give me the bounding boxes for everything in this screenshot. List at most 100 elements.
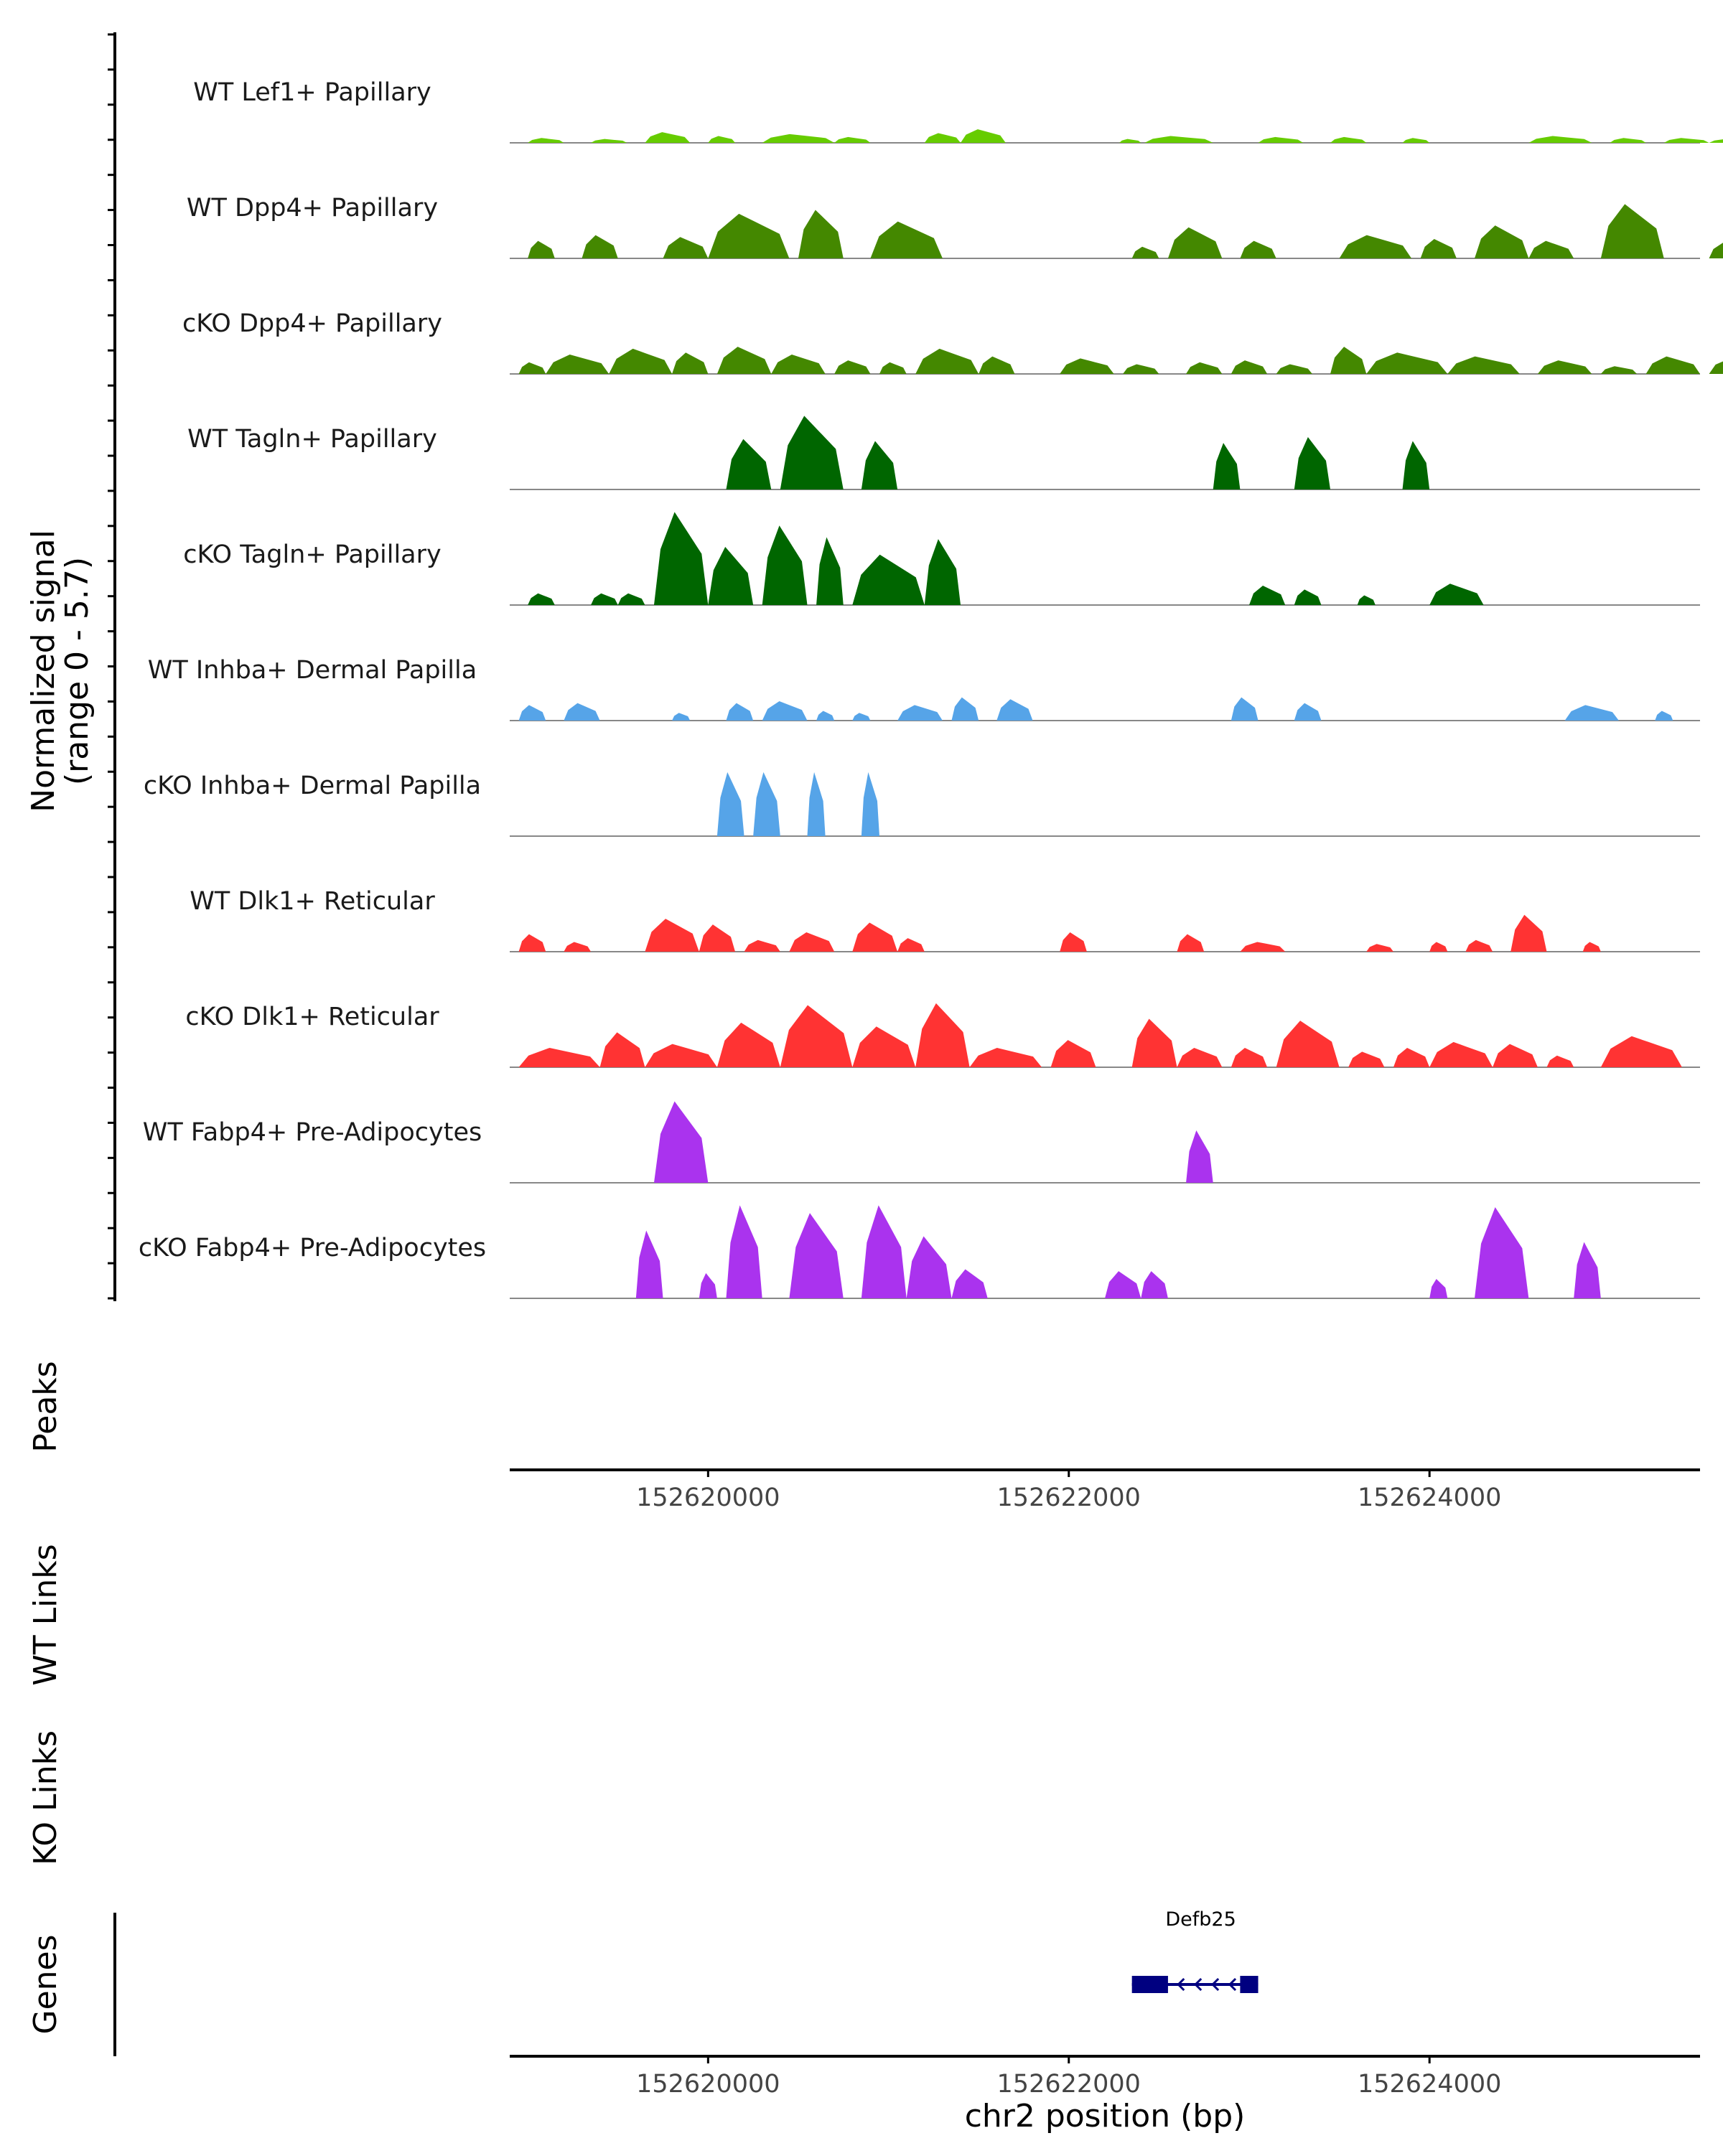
x-axis-label: chr2 position (bp) xyxy=(965,2098,1246,2134)
coverage-peak xyxy=(1645,356,1700,374)
track-4: WT Tagln+ Papillary xyxy=(187,416,1700,490)
coverage-peak xyxy=(672,713,691,721)
coverage-peak xyxy=(1294,437,1331,489)
coverage-peak xyxy=(798,210,844,258)
gene-name-label: Defb25 xyxy=(1165,1908,1236,1931)
coverage-peak xyxy=(1600,366,1638,374)
coverage-peak xyxy=(1119,139,1141,143)
coverage-peak xyxy=(816,537,844,605)
y-axis-label-line1: Normalized signal xyxy=(25,530,62,812)
coverage-peak xyxy=(852,922,898,952)
coverage-peak xyxy=(708,546,754,605)
coverage-peak xyxy=(1177,1047,1223,1067)
track-label: cKO Tagln+ Papillary xyxy=(183,540,442,569)
coverage-peak xyxy=(1131,246,1159,258)
coverage-peak xyxy=(716,772,744,836)
track-label: cKO Dlk1+ Reticular xyxy=(185,1003,439,1031)
coverage-peak xyxy=(1582,942,1601,952)
coverage-peak xyxy=(1564,705,1619,721)
coverage-peak xyxy=(762,525,808,605)
coverage-peak xyxy=(870,221,943,258)
track-5: cKO Tagln+ Papillary xyxy=(183,512,1700,606)
coverage-peak xyxy=(1167,227,1223,258)
coverage-peak xyxy=(807,772,826,836)
coverage-peak xyxy=(716,1022,780,1067)
coverage-peak xyxy=(861,1205,907,1298)
coverage-peak xyxy=(1231,1047,1268,1067)
coverage-peak xyxy=(1248,585,1286,605)
peaks-x-axis-tick-label: 152624000 xyxy=(1358,1484,1501,1512)
coverage-peak xyxy=(1330,136,1367,143)
coverage-peak xyxy=(915,1003,970,1067)
coverage-peak xyxy=(1357,595,1376,605)
track-3: cKO Dpp4+ Papillary xyxy=(182,309,1723,375)
track-label: WT Fabp4+ Pre-Adipocytes xyxy=(143,1118,482,1147)
peaks-x-axis-tick-label: 152622000 xyxy=(997,1484,1141,1512)
track-label: WT Dlk1+ Reticular xyxy=(190,887,435,916)
coverage-peak xyxy=(518,362,546,374)
coverage-peak xyxy=(762,700,808,721)
track-label: WT Lef1+ Papillary xyxy=(193,78,431,107)
track-label: WT Inhba+ Dermal Papilla xyxy=(148,656,477,685)
coverage-peak xyxy=(591,139,627,143)
coverage-peak xyxy=(1600,1036,1682,1067)
coverage-peak xyxy=(1177,934,1205,952)
coverage-peak xyxy=(979,356,1015,374)
coverage-peak xyxy=(780,416,844,489)
coverage-peak xyxy=(1231,360,1268,374)
track-9: cKO Dlk1+ Reticular xyxy=(185,1003,1700,1068)
coverage-peak xyxy=(1348,1051,1385,1067)
coverage-peak xyxy=(816,711,835,721)
coverage-peak xyxy=(897,705,943,721)
coverage-peak xyxy=(645,132,691,143)
coverage-peak xyxy=(861,772,879,836)
coverage-peak xyxy=(726,439,772,489)
gene-strand-arrow xyxy=(1211,1977,1220,1992)
genes-x-axis-tick-label: 152624000 xyxy=(1358,2070,1501,2099)
y-axis-label-line2: (range 0 - 5.7) xyxy=(59,557,95,785)
gene-exon xyxy=(1240,1976,1259,1993)
coverage-peak xyxy=(1528,240,1574,258)
coverage-peak xyxy=(1258,136,1304,143)
coverage-peak xyxy=(744,939,780,952)
coverage-peak xyxy=(1294,589,1322,605)
coverage-peak xyxy=(1663,138,1709,143)
genes-panel-label: Genes xyxy=(27,1934,64,2034)
coverage-peak xyxy=(834,136,871,143)
coverage-peak xyxy=(518,934,546,952)
coverage-peak xyxy=(1474,1207,1529,1298)
coverage-peak xyxy=(645,1044,717,1067)
coverage-peak xyxy=(699,924,736,952)
coverage-peak xyxy=(1240,240,1276,258)
coverage-peak xyxy=(906,1236,952,1298)
coverage-peak xyxy=(1294,703,1322,721)
ko-links-panel-label: KO Links xyxy=(27,1730,64,1865)
coverage-peak xyxy=(546,354,610,374)
coverage-peak xyxy=(582,235,618,258)
coverage-peak xyxy=(609,348,673,374)
coverage-peak xyxy=(528,138,564,143)
coverage-peak xyxy=(653,512,709,605)
coverage-peak xyxy=(852,713,871,721)
coverage-peak xyxy=(528,240,555,258)
coverage-peak xyxy=(771,354,826,374)
coverage-peak xyxy=(1546,1055,1574,1067)
track-label: cKO Dpp4+ Papillary xyxy=(182,309,442,338)
coverage-peak xyxy=(951,1269,988,1298)
coverage-peak xyxy=(1131,1018,1177,1067)
coverage-peak xyxy=(1610,138,1646,143)
coverage-peak xyxy=(1655,711,1673,721)
coverage-peak xyxy=(1447,356,1520,374)
coverage-peak xyxy=(879,362,907,374)
coverage-peak xyxy=(1429,1041,1493,1067)
coverage-peak xyxy=(789,932,835,952)
coverage-peak xyxy=(1709,361,1723,374)
coverage-peak xyxy=(1213,443,1241,489)
coverage-peak xyxy=(762,133,835,143)
coverage-peak xyxy=(861,441,898,489)
track-6: WT Inhba+ Dermal Papilla xyxy=(148,656,1700,721)
coverage-peak xyxy=(518,705,546,721)
gene-strand-arrow xyxy=(1194,1977,1203,1992)
coverage-peak xyxy=(716,347,772,374)
